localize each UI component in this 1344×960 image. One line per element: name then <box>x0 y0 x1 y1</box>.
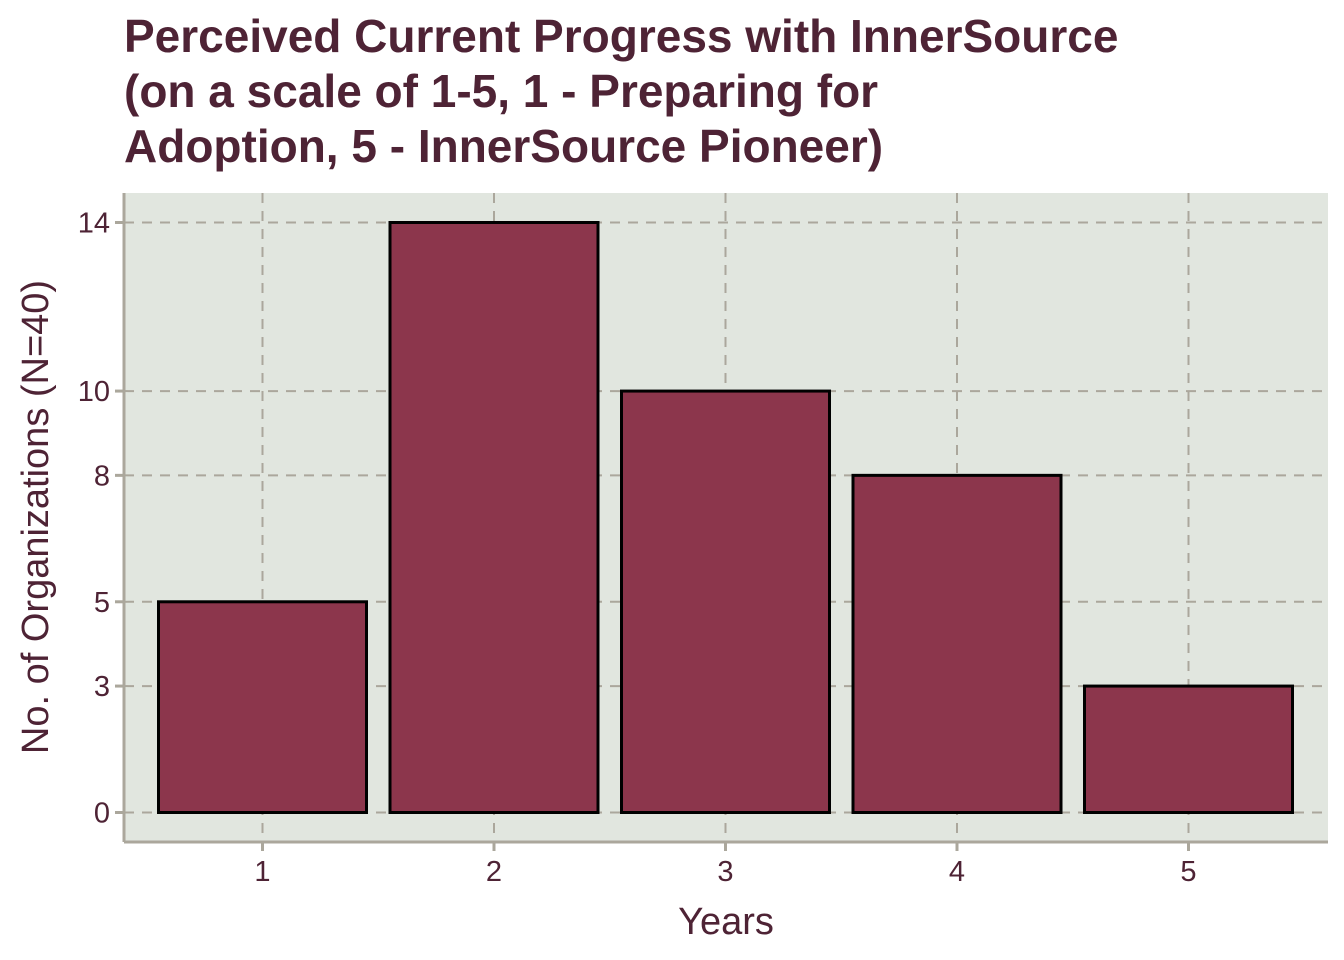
x-tick-label: 4 <box>949 856 965 888</box>
y-axis-title: No. of Organizations (N=40) <box>15 280 57 754</box>
bar <box>620 389 831 814</box>
x-axis-ticks: 1 2 3 4 5 <box>254 842 1197 888</box>
bar <box>388 221 600 814</box>
bars <box>157 221 1294 814</box>
x-axis-title: Years <box>678 901 774 943</box>
y-tick-label: 14 <box>78 208 110 240</box>
chart-title-line-2: (on a scale of 1-5, 1 - Preparing for <box>124 65 878 117</box>
x-tick-label: 2 <box>486 856 502 888</box>
chart-title-line-3: Adoption, 5 - InnerSource Pioneer) <box>124 120 883 172</box>
y-tick-label: 3 <box>94 671 110 703</box>
x-tick-label: 3 <box>717 856 733 888</box>
y-tick-label: 0 <box>94 798 110 830</box>
y-tick-label: 5 <box>94 587 110 619</box>
bar <box>157 600 368 814</box>
x-tick-label: 1 <box>254 856 270 888</box>
y-tick-label: 8 <box>94 460 110 492</box>
y-axis-ticks: 0 3 5 8 10 14 <box>78 208 124 830</box>
chart-title: Perceived Current Progress with InnerSou… <box>124 10 1118 172</box>
bar <box>851 473 1063 814</box>
chart-title-line-1: Perceived Current Progress with InnerSou… <box>124 10 1118 62</box>
y-tick-label: 10 <box>78 376 110 408</box>
x-tick-label: 5 <box>1180 856 1196 888</box>
bar <box>1083 684 1294 814</box>
